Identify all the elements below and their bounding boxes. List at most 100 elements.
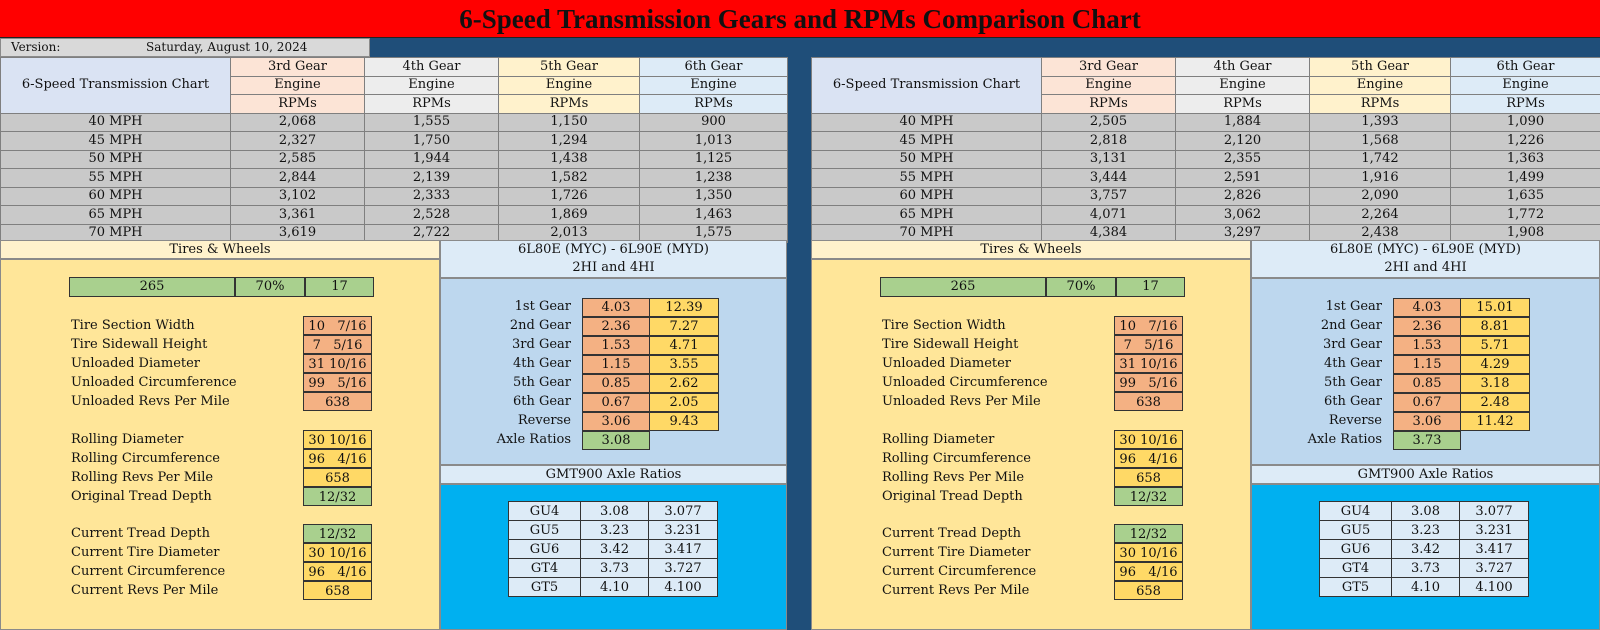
rpm-cell[interactable]: 3,757 bbox=[1041, 186, 1176, 206]
speed-cell[interactable]: 50 MPH bbox=[811, 149, 1042, 169]
axle-cell[interactable]: 4.10 bbox=[1391, 577, 1460, 597]
rpm-cell[interactable]: 2,120 bbox=[1175, 131, 1310, 151]
rpm-cell[interactable]: 1,869 bbox=[498, 205, 640, 225]
rpm-cell[interactable]: 1,750 bbox=[364, 131, 499, 151]
rpm-cell[interactable]: 1,438 bbox=[498, 149, 640, 169]
tire-size-cell[interactable]: 265 bbox=[880, 277, 1046, 297]
final-ratio[interactable]: 4.29 bbox=[1460, 355, 1530, 374]
speed-cell[interactable]: 70 MPH bbox=[0, 223, 231, 243]
rpm-cell[interactable]: 1,944 bbox=[364, 149, 499, 169]
gear-ratio[interactable]: 0.67 bbox=[1393, 393, 1461, 412]
axle-cell[interactable]: 3.23 bbox=[580, 520, 649, 540]
rpm-cell[interactable]: 3,361 bbox=[230, 205, 365, 225]
axle-cell[interactable]: GT5 bbox=[508, 577, 581, 597]
final-ratio[interactable]: 2.62 bbox=[649, 374, 719, 393]
rpm-cell[interactable]: 2,438 bbox=[1309, 223, 1451, 243]
rpm-cell[interactable]: 2,722 bbox=[364, 223, 499, 243]
gear-ratio[interactable]: 0.85 bbox=[1393, 374, 1461, 393]
gear-ratio[interactable]: 0.85 bbox=[582, 374, 650, 393]
axle-cell[interactable]: GU4 bbox=[1319, 501, 1392, 521]
speed-cell[interactable]: 40 MPH bbox=[811, 112, 1042, 132]
gear-ratio[interactable]: 1.15 bbox=[582, 355, 650, 374]
speed-cell[interactable]: 65 MPH bbox=[0, 205, 231, 225]
spec-value[interactable]: 99 5/16 bbox=[303, 373, 372, 392]
spec-value[interactable]: 10 7/16 bbox=[303, 316, 372, 335]
axle-cell[interactable]: 3.08 bbox=[1391, 501, 1460, 521]
spec-value[interactable]: 30 10/16 bbox=[303, 543, 372, 562]
rpm-cell[interactable]: 1,582 bbox=[498, 168, 640, 188]
speed-cell[interactable]: 45 MPH bbox=[811, 131, 1042, 151]
rpm-cell[interactable]: 1,350 bbox=[639, 186, 788, 206]
rpm-cell[interactable]: 2,826 bbox=[1175, 186, 1310, 206]
spec-value[interactable]: 12/32 bbox=[1114, 524, 1183, 543]
speed-cell[interactable]: 55 MPH bbox=[811, 168, 1042, 188]
gear-ratio[interactable]: 4.03 bbox=[582, 298, 650, 317]
spec-value[interactable]: 7 5/16 bbox=[303, 335, 372, 354]
spec-value[interactable]: 638 bbox=[1114, 392, 1183, 411]
rpm-cell[interactable]: 1,013 bbox=[639, 131, 788, 151]
rpm-cell[interactable]: 2,505 bbox=[1041, 112, 1176, 132]
spec-value[interactable]: 658 bbox=[1114, 581, 1183, 600]
rpm-cell[interactable]: 4,071 bbox=[1041, 205, 1176, 225]
rpm-cell[interactable]: 2,844 bbox=[230, 168, 365, 188]
rpm-cell[interactable]: 1,150 bbox=[498, 112, 640, 132]
gear-ratio[interactable]: 2.36 bbox=[582, 317, 650, 336]
axle-ratio-value[interactable]: 3.08 bbox=[582, 431, 650, 450]
rpm-cell[interactable]: 3,062 bbox=[1175, 205, 1310, 225]
tire-size-cell[interactable]: 17 bbox=[305, 277, 374, 297]
spec-value[interactable]: 658 bbox=[303, 468, 372, 487]
speed-cell[interactable]: 50 MPH bbox=[0, 149, 231, 169]
rpm-cell[interactable]: 2,355 bbox=[1175, 149, 1310, 169]
axle-ratio-value[interactable]: 3.73 bbox=[1393, 431, 1461, 450]
spec-value[interactable]: 30 10/16 bbox=[1114, 430, 1183, 449]
rpm-cell[interactable]: 1,772 bbox=[1450, 205, 1600, 225]
gear-ratio[interactable]: 1.15 bbox=[1393, 355, 1461, 374]
tire-size-cell[interactable]: 265 bbox=[69, 277, 235, 297]
spec-value[interactable]: 12/32 bbox=[303, 524, 372, 543]
axle-cell[interactable]: 3.727 bbox=[648, 558, 718, 578]
axle-cell[interactable]: GU6 bbox=[508, 539, 581, 559]
rpm-cell[interactable]: 1,363 bbox=[1450, 149, 1600, 169]
rpm-cell[interactable]: 3,102 bbox=[230, 186, 365, 206]
version-cell[interactable]: Version: Saturday, August 10, 2024 bbox=[0, 38, 370, 57]
speed-cell[interactable]: 60 MPH bbox=[811, 186, 1042, 206]
gear-ratio[interactable]: 1.53 bbox=[1393, 336, 1461, 355]
rpm-cell[interactable]: 2,818 bbox=[1041, 131, 1176, 151]
axle-cell[interactable]: 3.231 bbox=[648, 520, 718, 540]
speed-cell[interactable]: 45 MPH bbox=[0, 131, 231, 151]
axle-cell[interactable]: 3.417 bbox=[1459, 539, 1529, 559]
axle-cell[interactable]: 3.42 bbox=[580, 539, 649, 559]
spec-value[interactable]: 99 5/16 bbox=[1114, 373, 1183, 392]
spec-value[interactable]: 7 5/16 bbox=[1114, 335, 1183, 354]
final-ratio[interactable]: 11.42 bbox=[1460, 412, 1530, 431]
axle-cell[interactable]: GT4 bbox=[508, 558, 581, 578]
final-ratio[interactable]: 2.48 bbox=[1460, 393, 1530, 412]
axle-cell[interactable]: GT4 bbox=[1319, 558, 1392, 578]
rpm-cell[interactable]: 3,619 bbox=[230, 223, 365, 243]
axle-cell[interactable]: 3.08 bbox=[580, 501, 649, 521]
axle-cell[interactable]: 3.417 bbox=[648, 539, 718, 559]
axle-cell[interactable]: 4.100 bbox=[648, 577, 718, 597]
axle-cell[interactable]: 3.23 bbox=[1391, 520, 1460, 540]
spec-value[interactable]: 658 bbox=[303, 581, 372, 600]
rpm-cell[interactable]: 2,333 bbox=[364, 186, 499, 206]
speed-cell[interactable]: 40 MPH bbox=[0, 112, 231, 132]
axle-cell[interactable]: 3.077 bbox=[648, 501, 718, 521]
rpm-cell[interactable]: 1,575 bbox=[639, 223, 788, 243]
rpm-cell[interactable]: 1,226 bbox=[1450, 131, 1600, 151]
rpm-cell[interactable]: 1,125 bbox=[639, 149, 788, 169]
final-ratio[interactable]: 3.55 bbox=[649, 355, 719, 374]
spec-value[interactable]: 30 10/16 bbox=[303, 430, 372, 449]
rpm-cell[interactable]: 1,463 bbox=[639, 205, 788, 225]
final-ratio[interactable]: 9.43 bbox=[649, 412, 719, 431]
axle-cell[interactable]: GU5 bbox=[508, 520, 581, 540]
rpm-cell[interactable]: 1,555 bbox=[364, 112, 499, 132]
axle-cell[interactable]: 4.10 bbox=[580, 577, 649, 597]
spec-value[interactable]: 96 4/16 bbox=[1114, 449, 1183, 468]
axle-cell[interactable]: GU4 bbox=[508, 501, 581, 521]
tire-size-cell[interactable]: 70% bbox=[1046, 277, 1116, 297]
rpm-cell[interactable]: 1,393 bbox=[1309, 112, 1451, 132]
axle-cell[interactable]: GU6 bbox=[1319, 539, 1392, 559]
gear-ratio[interactable]: 0.67 bbox=[582, 393, 650, 412]
rpm-cell[interactable]: 900 bbox=[639, 112, 788, 132]
